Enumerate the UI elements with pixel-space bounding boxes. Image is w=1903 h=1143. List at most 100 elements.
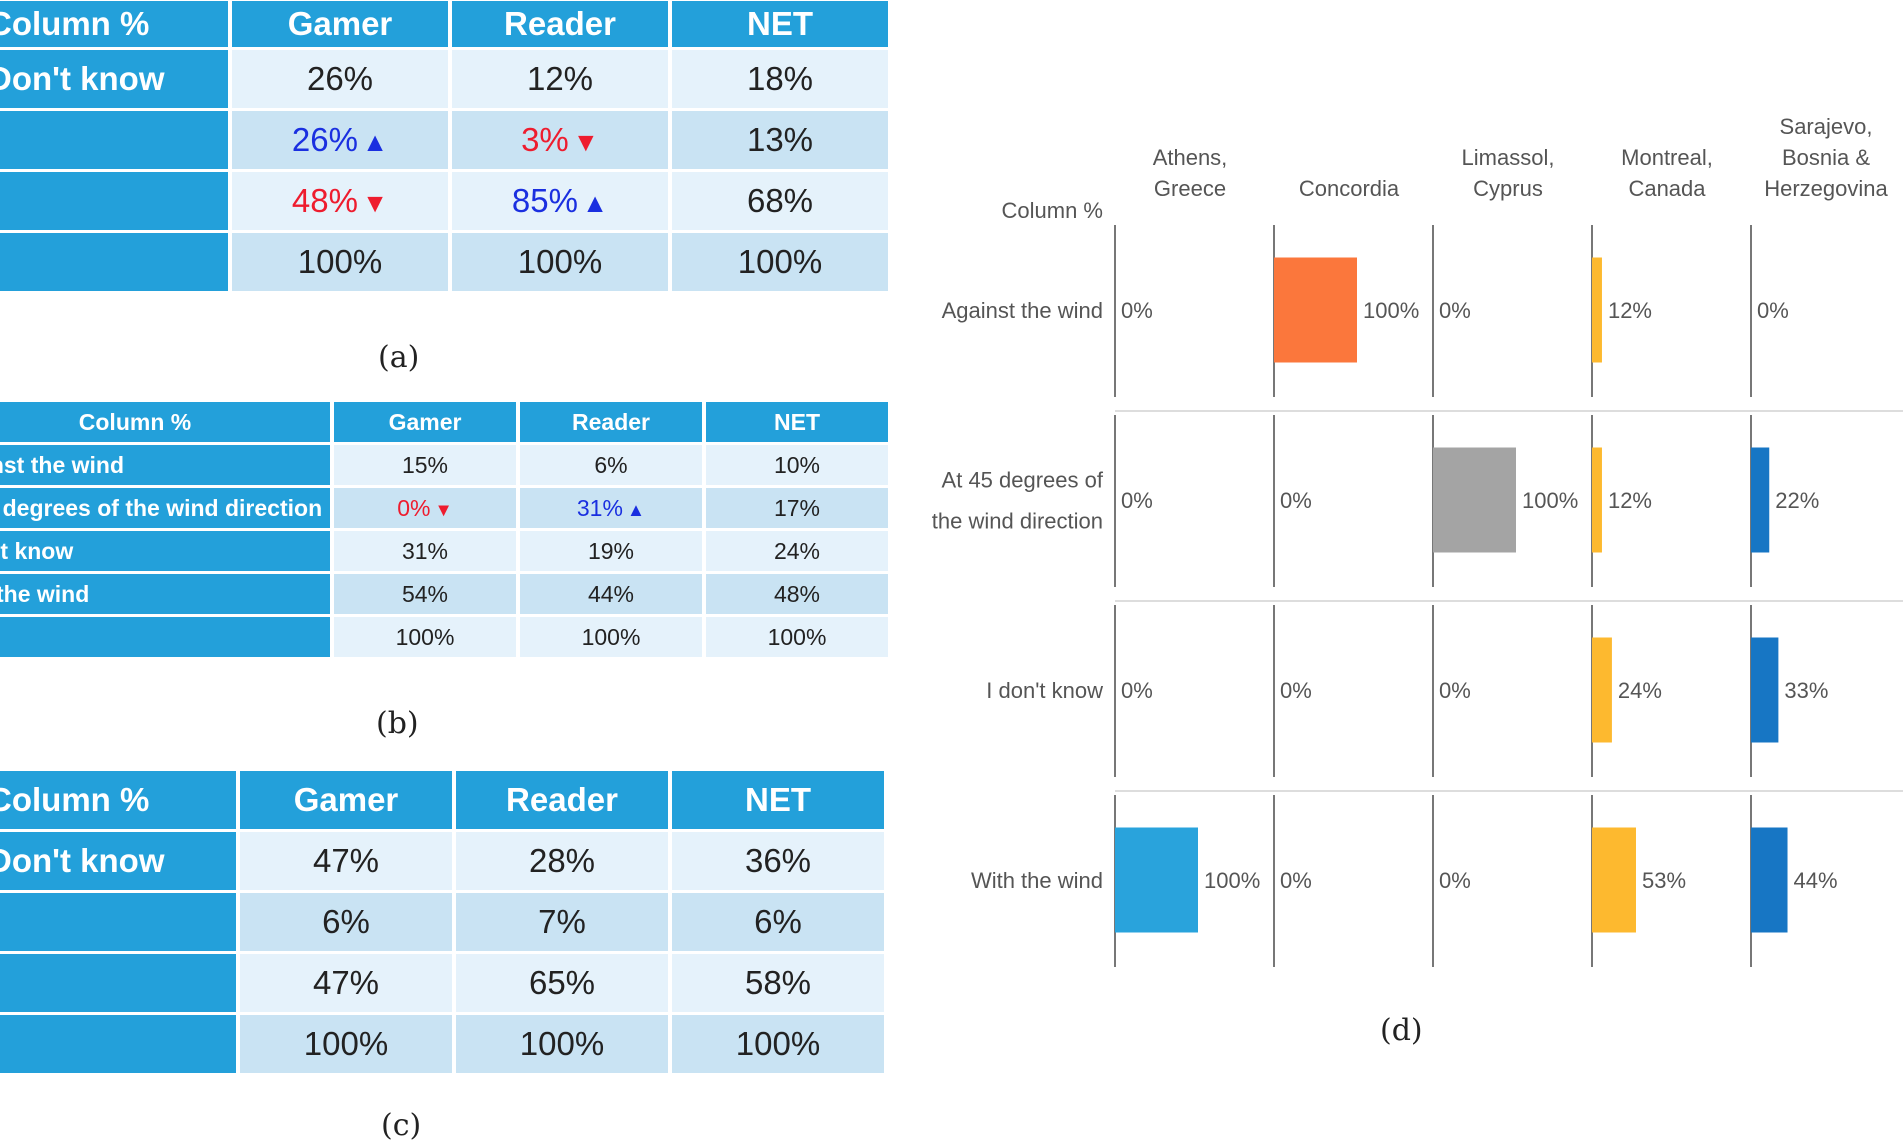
cell-value: 18% [746,60,814,97]
table-cell: 48% ▼ [228,172,448,230]
column-header: NET [668,771,884,829]
arrow-down-icon: ▼ [361,188,389,218]
table-cell: 100% [330,617,516,657]
bar [1115,827,1198,933]
arrow-down-icon: ▼ [572,127,599,157]
column-header: Reader [448,1,668,47]
data-label: 33% [1784,678,1828,703]
cell-value: 68% [746,182,814,219]
table-cell: 19% [516,531,702,571]
table-cell: 47% [236,954,452,1012]
table-header-row: Column % Gamer Reader NET [0,402,888,442]
cell-value: 13% [746,121,814,158]
cell-value: 85% [511,182,578,219]
corner-label: Column % [1002,198,1103,223]
cell-value: 100% [737,243,823,280]
table-cell: 6% [668,893,884,951]
cell-value: 100% [581,623,641,650]
column-header: NET [668,1,888,47]
cell-value: 31% [576,494,623,521]
row-label: At 45 degrees of the wind direction [0,488,330,528]
cell-value: 48% [773,580,821,607]
table-cell: 100% [668,233,888,291]
column-header-label: Greece [1154,176,1226,201]
cell-value: 3% [521,121,569,158]
table-cell: 28% [452,832,668,890]
cell-value: 17% [773,494,821,521]
cell-value: 26% [306,60,374,97]
caption-c: (c) [381,1108,422,1143]
table-a: Column % Gamer Reader NET Don't know 26% 12% 18… [0,0,888,294]
cell-value: 100% [767,623,827,650]
table-cell: 6% [236,893,452,951]
row-label [0,893,236,951]
cell-value: 100% [735,1025,821,1062]
cell-value: 100% [517,243,603,280]
table-row: 100% 100% 100% [0,233,888,291]
data-label: 0% [1121,488,1153,513]
cell-value: 100% [519,1025,605,1062]
arrow-up-icon: ▲ [361,127,389,157]
caption-d: (d) [1380,1013,1423,1048]
table-cell: 58% [668,954,884,1012]
table-cell: 3% ▼ [448,111,668,169]
table-cell: 47% [236,832,452,890]
data-label: 0% [1757,298,1789,323]
table-cell: 26% ▲ [228,111,448,169]
table-cell: 6% [516,445,702,485]
cell-value: 100% [297,243,383,280]
column-header-label: Herzegovina [1764,176,1888,201]
bar [1592,447,1602,553]
table-row: At 45 degrees of the wind direction0%▼31… [0,488,888,528]
table-cell: 26% [228,50,448,108]
bar [1433,447,1516,553]
table-cell: 7% [452,893,668,951]
row-label [0,172,228,230]
cell-value: 6% [754,903,802,940]
data-label: 100% [1204,868,1260,893]
column-header: Gamer [330,402,516,442]
table-cell: 15% [330,445,516,485]
table-row: 47% 65% 58% [0,954,884,1012]
table-cell: 100% [668,1015,884,1073]
table-cell: 100% [516,617,702,657]
data-label: 0% [1280,488,1312,513]
cell-value: 24% [773,537,821,564]
data-label: 0% [1439,868,1471,893]
cell-value: 10% [773,451,821,478]
cell-value: 100% [303,1025,389,1062]
cell-value: 65% [528,964,596,1001]
data-label: 12% [1608,488,1652,513]
column-header: Gamer [236,771,452,829]
bar [1751,447,1770,553]
table-row: Don't know 26% 12% 18% [0,50,888,108]
cell-value: 58% [744,964,812,1001]
bar [1751,637,1779,743]
cell-value: 47% [312,964,380,1001]
row-label [0,233,228,291]
table-row: 100% 100% 100% [0,617,888,657]
row-label [0,617,330,657]
column-header-label: Limassol, [1462,145,1555,170]
table-cell: 12% [448,50,668,108]
row-label: Don't know [0,832,236,890]
data-label: 53% [1642,868,1686,893]
table-c: Column % Gamer Reader NET Don't know 47% 28% 36… [0,768,884,1076]
table-row: Against the wind 15% 6% 10% [0,445,888,485]
table-cell: 13% [668,111,888,169]
cell-value: 6% [594,451,628,478]
cell-value: 6% [322,903,370,940]
column-header: Reader [452,771,668,829]
column-header-label: Bosnia & [1782,145,1870,170]
caption-a: (a) [378,340,420,375]
cell-value: 100% [395,623,455,650]
data-label: 0% [1439,678,1471,703]
table-cell: 100% [236,1015,452,1073]
cell-value: 7% [538,903,586,940]
column-header-corner: Column % [0,1,228,47]
table-row: With the wind 54% 44% 48% [0,574,888,614]
table-cell: 65% [452,954,668,1012]
column-header-label: Cyprus [1473,176,1543,201]
arrow-up-icon: ▲ [581,188,609,218]
table-cell: 31% [330,531,516,571]
